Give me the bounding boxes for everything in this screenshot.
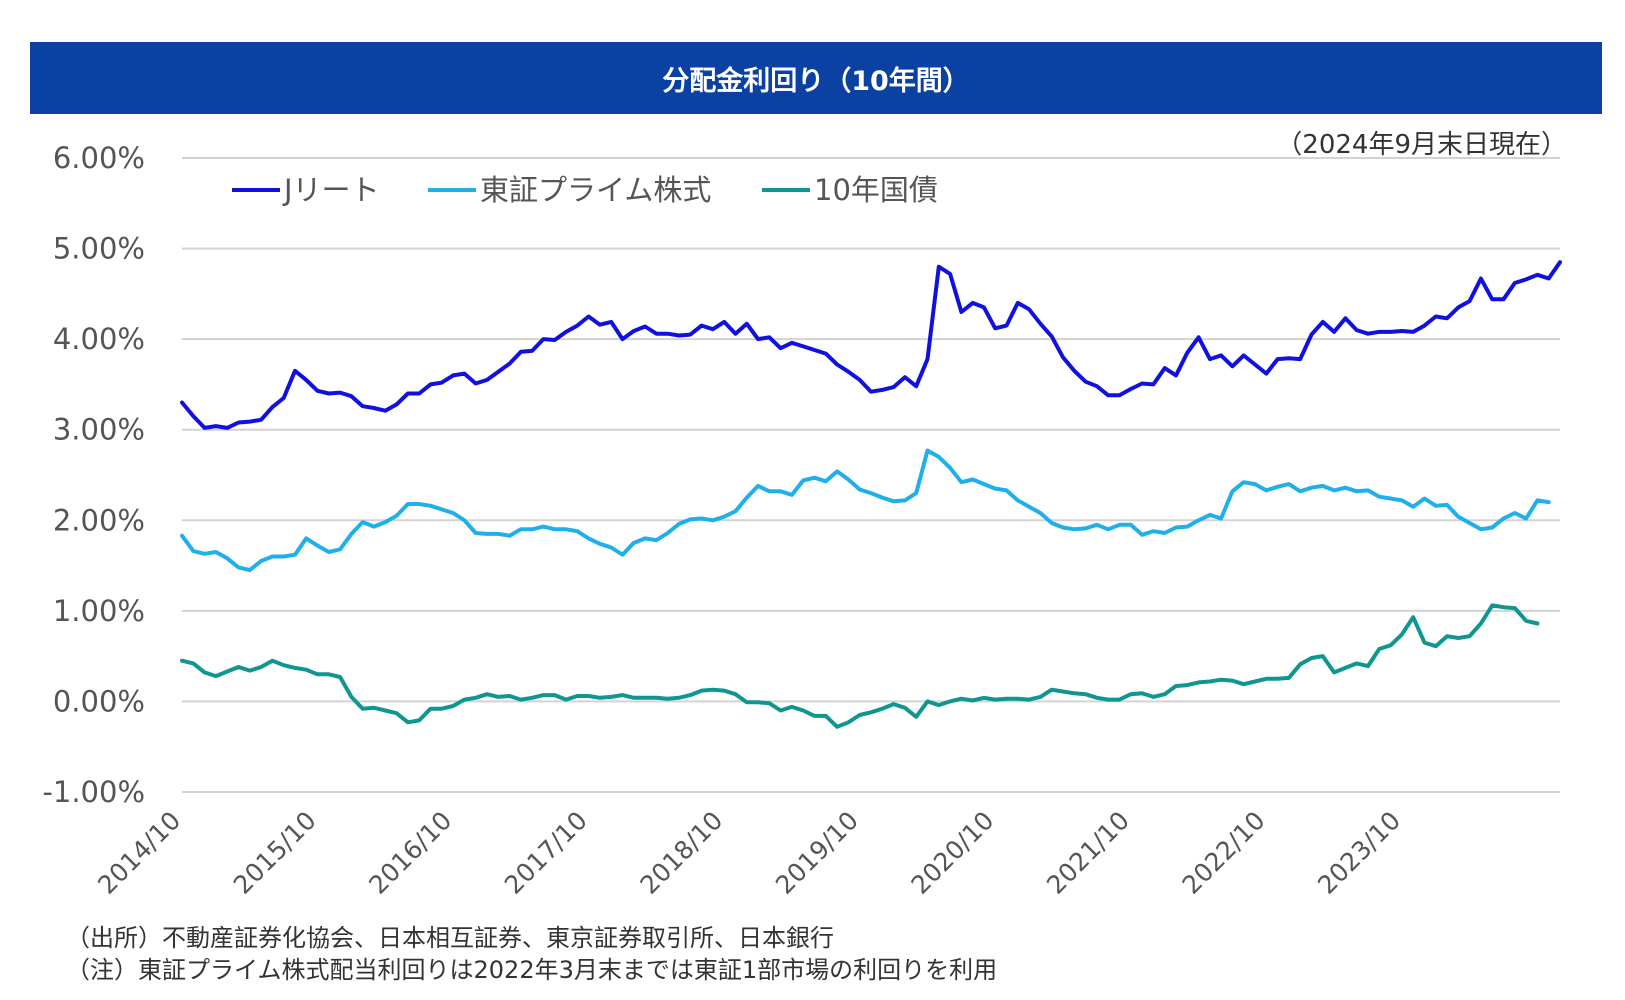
y-tick-label: 2.00% <box>53 503 145 537</box>
series-line-1 <box>180 448 1551 573</box>
y-axis-ticks: -1.00% 0.00% 1.00% 2.00% 3.00% 4.00% 5.00% 6.00… <box>42 141 145 809</box>
y-tick-label: -1.00% <box>42 775 145 809</box>
series-lines <box>180 260 1562 729</box>
source-note: （出所）不動産証券化協会、日本相互証券、東京証券取引所、日本銀行 <box>66 924 834 952</box>
gridlines <box>182 157 1560 793</box>
x-tick-label: 2018/10 <box>634 806 728 900</box>
y-tick-label: 5.00% <box>53 232 145 266</box>
y-tick-label: 0.00% <box>53 684 145 718</box>
legend: Jリート 東証プライム株式 10年国債 <box>232 173 938 207</box>
x-tick-label: 2015/10 <box>228 806 322 900</box>
legend-label-0: Jリート <box>282 173 380 207</box>
chart-title-banner: 分配金利回り（10年間） <box>30 42 1602 114</box>
series-line-0 <box>180 260 1562 430</box>
y-tick-label: 4.00% <box>53 322 145 356</box>
chart-title: 分配金利回り（10年間） <box>662 65 970 97</box>
legend-label-1: 東証プライム株式 <box>480 173 711 207</box>
line-chart: -1.00% 0.00% 1.00% 2.00% 3.00% 4.00% 5.00% 6.00… <box>42 141 1562 900</box>
x-tick-label: 2017/10 <box>499 806 593 900</box>
x-tick-label: 2023/10 <box>1312 806 1406 900</box>
x-axis-ticks: 2014/10 2015/10 2016/10 2017/10 2018/10 2019/… <box>92 806 1406 900</box>
y-tick-label: 1.00% <box>53 594 145 628</box>
method-note: （注）東証プライム株式配当利回りは2022年3月末までは東証1部市場の利回りを利… <box>66 956 998 984</box>
x-tick-label: 2022/10 <box>1177 806 1271 900</box>
as-of-date: （2024年9月末日現在） <box>1276 130 1567 160</box>
x-tick-label: 2016/10 <box>363 806 457 900</box>
series-line-2 <box>180 603 1540 729</box>
legend-label-2: 10年国債 <box>814 173 938 207</box>
x-tick-label: 2014/10 <box>92 806 186 900</box>
y-tick-label: 6.00% <box>53 141 145 175</box>
x-tick-label: 2021/10 <box>1041 806 1135 900</box>
y-tick-label: 3.00% <box>53 413 145 447</box>
x-tick-label: 2019/10 <box>770 806 864 900</box>
x-tick-label: 2020/10 <box>906 806 1000 900</box>
footnotes: （出所）不動産証券化協会、日本相互証券、東京証券取引所、日本銀行 （注）東証プラ… <box>66 922 997 986</box>
